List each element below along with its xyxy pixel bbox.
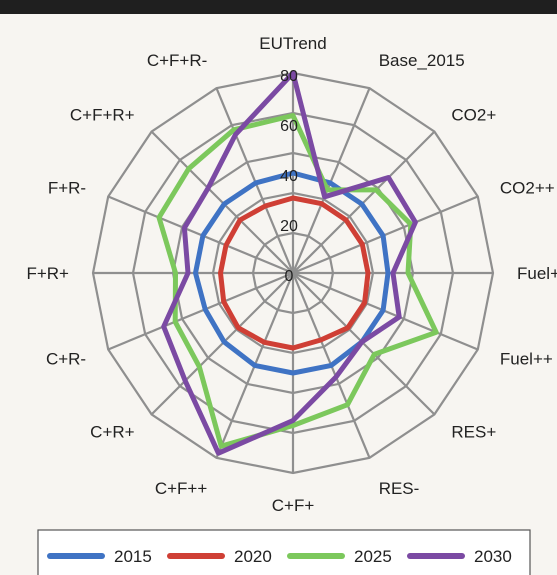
spoke-10 [150, 272, 294, 416]
axis-labels: EUTrend Base_2015 CO2+ CO2++ Fuel+ Fuel++ RES+… [26, 34, 557, 515]
axis-label-5: Fuel++ [500, 350, 553, 369]
chart-panel [0, 14, 557, 575]
tick-label-80: 80 [280, 68, 298, 85]
axis-label-15: C+F+R- [147, 51, 207, 70]
axis-label-9: C+F++ [155, 479, 208, 498]
legend-box [37, 529, 531, 575]
legend-label-2015: 2015 [114, 547, 152, 566]
spoke-11 [107, 271, 294, 351]
legend-label-2025: 2025 [354, 547, 392, 566]
spoke-14 [150, 130, 294, 274]
axis-label-7: RES- [379, 479, 420, 498]
axis-label-11: C+R- [46, 350, 86, 369]
tick-label-0: 0 [285, 268, 294, 285]
axis-label-10: C+R+ [90, 422, 134, 441]
legend-label-2020: 2020 [234, 547, 272, 566]
series-2015 [193, 170, 391, 376]
axis-label-2: CO2+ [451, 106, 496, 125]
axis-label-6: RES+ [451, 422, 496, 441]
series-2030 [161, 70, 418, 456]
legend-label-2030: 2030 [474, 547, 512, 566]
radar-series [156, 70, 439, 456]
tick-label-40: 40 [280, 168, 298, 185]
axis-label-0: EUTrend [259, 34, 326, 53]
legend: 2015 2020 2025 2030 [37, 529, 531, 575]
axis-label-13: F+R- [48, 178, 86, 197]
tick-label-60: 60 [280, 118, 298, 135]
axis-label-14: C+F+R+ [70, 106, 135, 125]
series-2025 [156, 113, 439, 449]
axis-label-1: Base_2015 [379, 51, 465, 70]
axis-label-3: CO2++ [500, 178, 555, 197]
axis-label-12: F+R+ [26, 264, 69, 283]
axis-label-4: Fuel+ [517, 264, 557, 283]
series-2020 [218, 195, 371, 351]
axis-label-8: C+F+ [272, 496, 315, 515]
tick-labels: 0 20 40 60 80 [280, 68, 298, 285]
spoke-2 [292, 130, 436, 274]
tick-label-20: 20 [280, 218, 298, 235]
top-border-bar [0, 0, 557, 14]
